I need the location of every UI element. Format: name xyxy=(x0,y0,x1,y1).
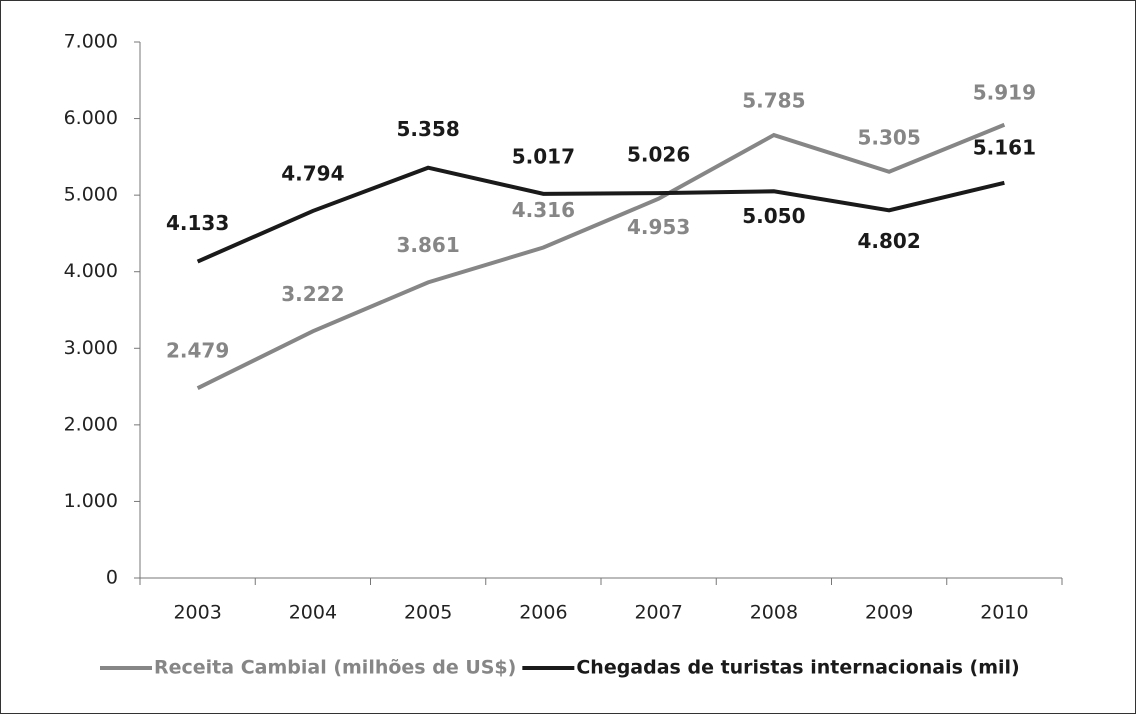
y-tick-label: 1.000 xyxy=(64,490,118,512)
data-label: 4.953 xyxy=(627,215,690,239)
x-tick-label: 2004 xyxy=(289,602,337,624)
data-label: 3.222 xyxy=(281,282,344,306)
y-tick-label: 5.000 xyxy=(64,184,118,206)
data-label: 5.050 xyxy=(742,204,805,228)
x-tick-label: 2005 xyxy=(404,602,452,624)
legend-label: Chegadas de turistas internacionais (mil… xyxy=(576,657,1019,679)
x-tick-label: 2006 xyxy=(519,602,567,624)
data-label: 5.017 xyxy=(512,144,575,168)
y-tick-label: 3.000 xyxy=(64,337,118,359)
data-label: 2.479 xyxy=(166,339,229,363)
data-label: 4.802 xyxy=(857,229,920,253)
series-line xyxy=(196,165,1005,264)
legend-label: Receita Cambial (milhões de US$) xyxy=(154,657,516,679)
y-tick-label: 4.000 xyxy=(64,260,118,282)
data-label: 5.919 xyxy=(973,80,1036,104)
data-label: 4.133 xyxy=(166,211,229,235)
data-label: 3.861 xyxy=(396,233,459,257)
y-tick-label: 7.000 xyxy=(64,31,118,53)
x-tick-label: 2009 xyxy=(865,602,913,624)
data-label: 5.358 xyxy=(396,117,459,141)
x-tick-label: 2003 xyxy=(173,602,221,624)
data-label: 4.794 xyxy=(281,161,344,185)
data-label: 4.316 xyxy=(512,198,575,222)
x-tick-label: 2010 xyxy=(980,602,1028,624)
data-label: 5.026 xyxy=(627,143,690,167)
y-tick-label: 2.000 xyxy=(64,413,118,435)
x-tick-label: 2008 xyxy=(750,602,798,624)
data-label: 5.161 xyxy=(973,135,1036,159)
y-tick-label: 6.000 xyxy=(64,107,118,129)
series-line xyxy=(196,122,1006,390)
data-label: 5.305 xyxy=(857,125,920,149)
y-tick-label: 0 xyxy=(106,567,118,589)
x-tick-label: 2007 xyxy=(634,602,682,624)
data-label: 5.785 xyxy=(742,89,805,113)
